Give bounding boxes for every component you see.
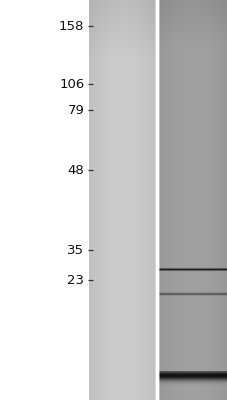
Text: 35: 35 [67,244,84,256]
Text: 48: 48 [67,164,84,176]
Text: 23: 23 [67,274,84,286]
Text: 79: 79 [67,104,84,116]
Text: 158: 158 [59,20,84,32]
Text: 106: 106 [59,78,84,90]
